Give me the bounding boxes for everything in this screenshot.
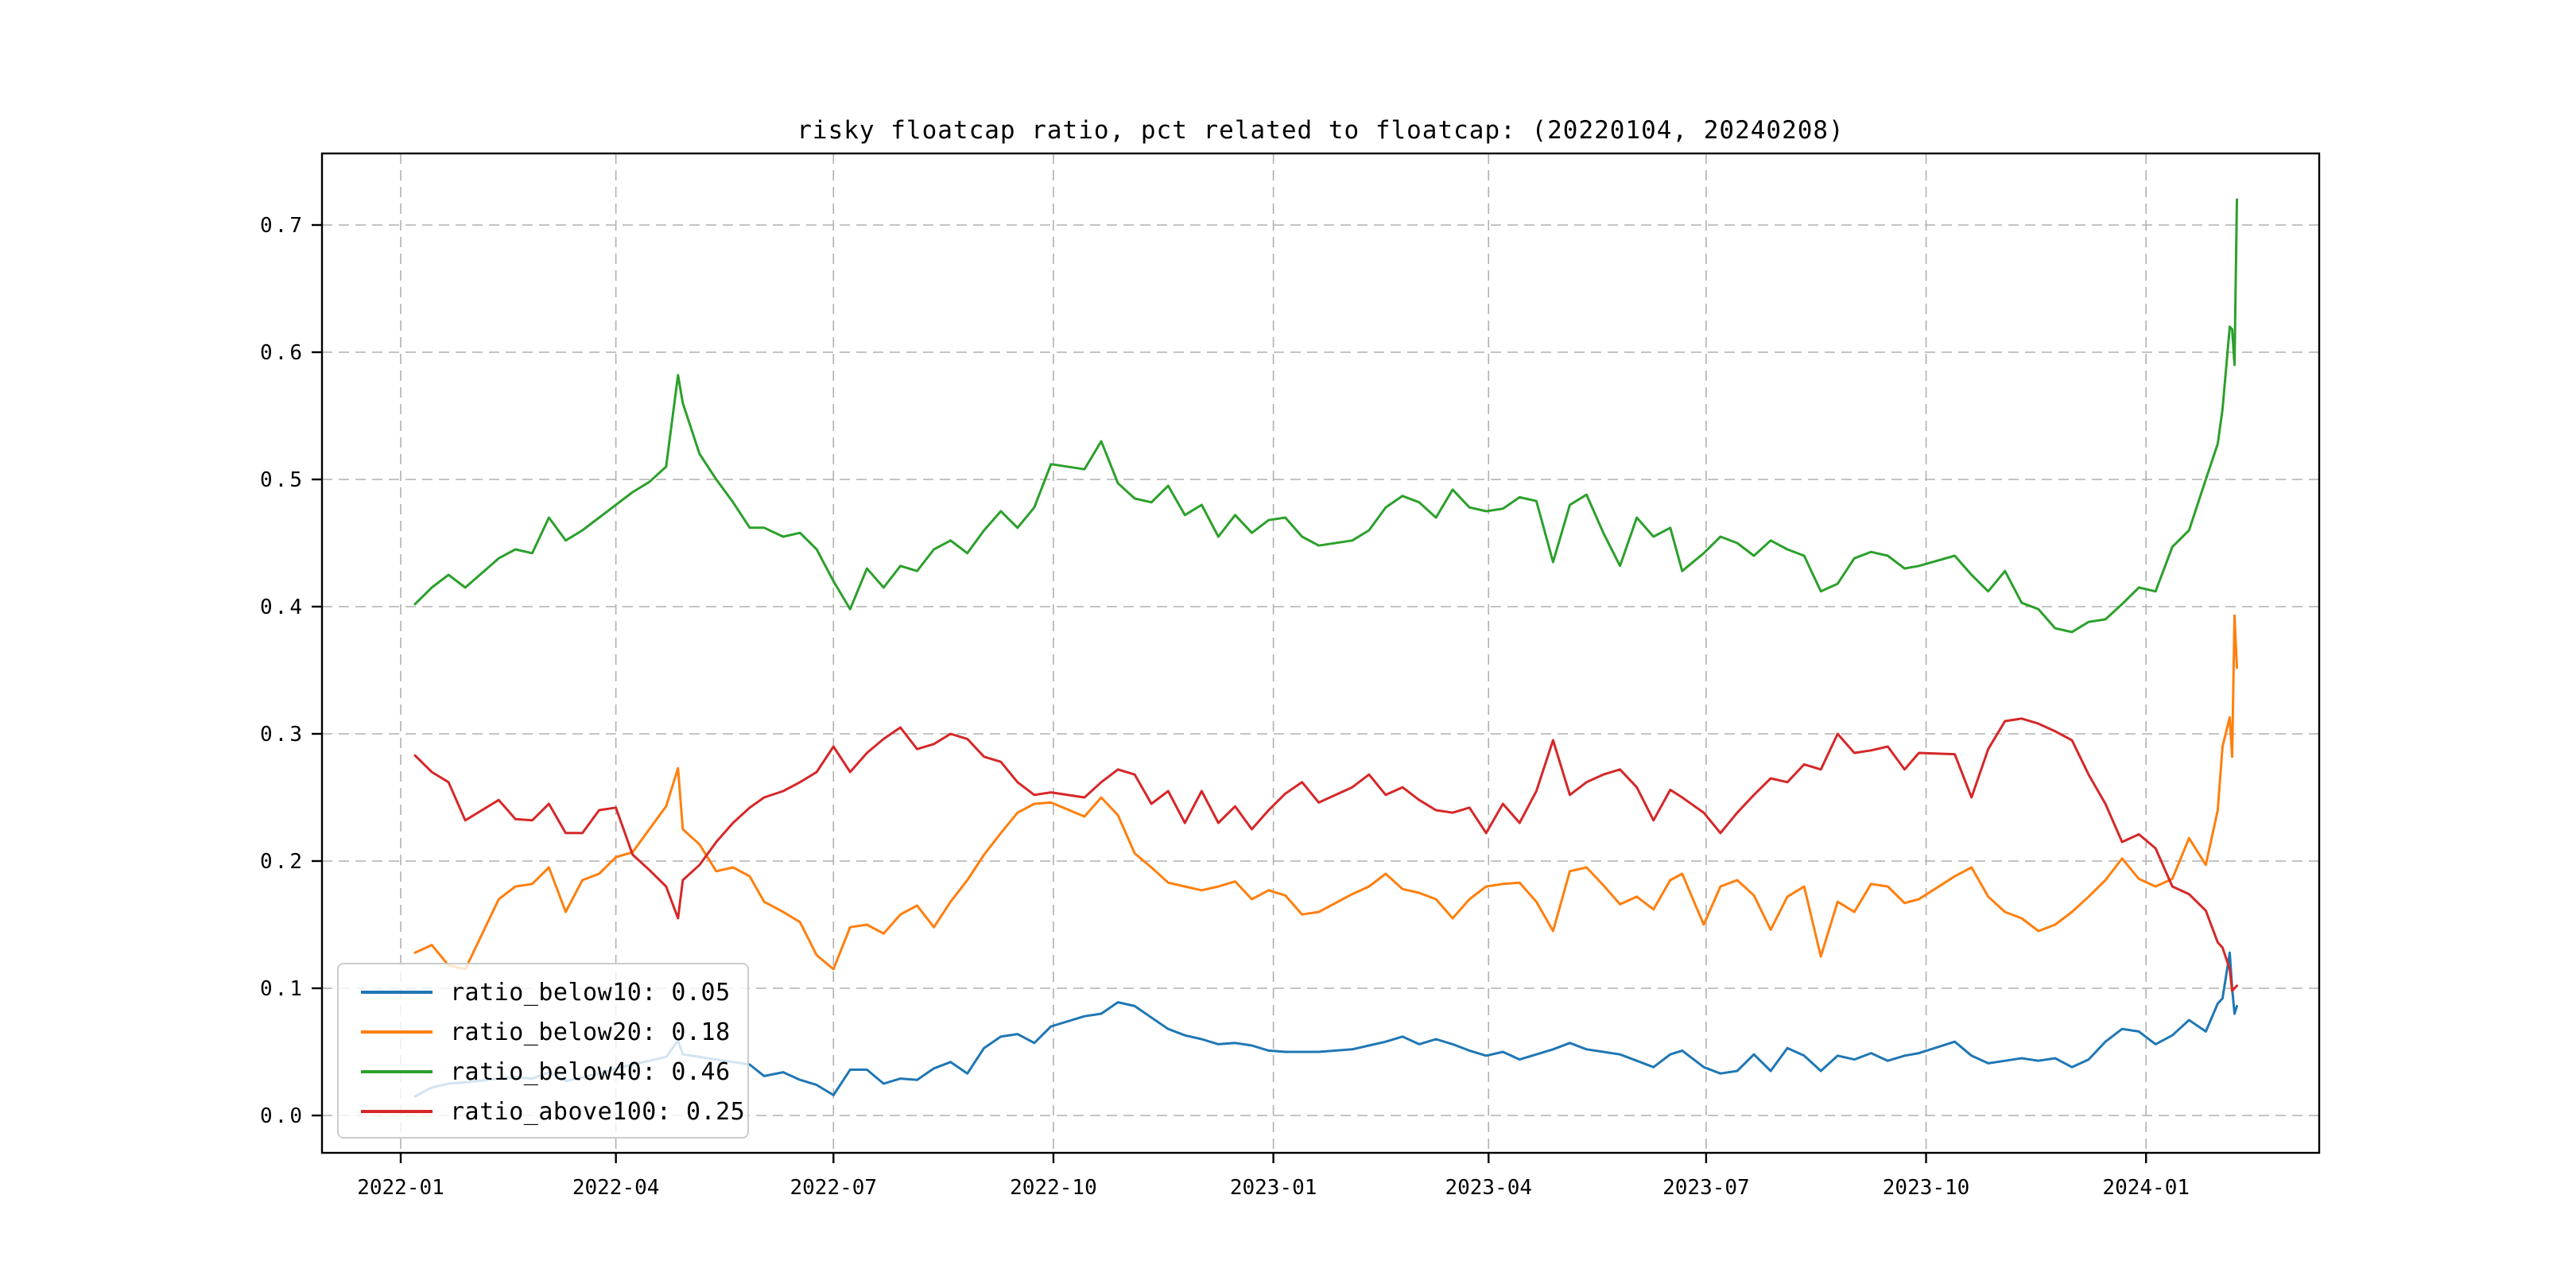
legend-swatch-ratio_below10 <box>361 991 433 994</box>
legend-label: ratio_below20: 0.18 <box>450 1018 731 1046</box>
legend-item-ratio_below40: ratio_below40: 0.46 <box>361 1052 747 1092</box>
x-axis-tick-label: 2023-01 <box>1230 1176 1317 1200</box>
plot-border <box>320 152 2321 1154</box>
y-axis-tick-label: 0.4 <box>260 596 305 619</box>
x-axis-tick-label: 2022-01 <box>357 1176 444 1200</box>
y-axis-tick-label: 0.7 <box>260 214 305 238</box>
x-axis-tick-label: 2022-07 <box>790 1176 878 1200</box>
legend-item-ratio_above100: ratio_above100: 0.25 <box>361 1092 747 1131</box>
y-axis-tick-label: 0.5 <box>260 468 305 492</box>
y-axis-tick-label: 0.1 <box>260 977 305 1001</box>
x-axis-tick-label: 2023-07 <box>1662 1176 1750 1200</box>
legend-label: ratio_below40: 0.46 <box>450 1057 731 1086</box>
x-axis-tick-label: 2022-04 <box>572 1176 660 1200</box>
legend-item-ratio_below20: ratio_below20: 0.18 <box>361 1012 747 1052</box>
legend-label: ratio_above100: 0.25 <box>450 1097 746 1126</box>
legend: ratio_below10: 0.05 ratio_below20: 0.18 ra… <box>337 963 749 1139</box>
legend-swatch-ratio_below40 <box>361 1070 433 1073</box>
y-axis-tick-label: 0.3 <box>260 723 305 747</box>
y-axis-tick-label: 0.6 <box>260 341 305 365</box>
series-line-ratio_below20 <box>413 614 2238 971</box>
legend-swatch-ratio_above100 <box>361 1110 433 1113</box>
legend-label: ratio_below10: 0.05 <box>450 978 731 1007</box>
chart-title: risky floatcap ratio, pct related to flo… <box>797 116 1845 145</box>
x-axis-tick-label: 2023-04 <box>1445 1176 1532 1200</box>
x-axis-tick-label: 2024-01 <box>2102 1176 2190 1200</box>
x-axis-tick-label: 2022-10 <box>1010 1176 1097 1200</box>
legend-item-ratio_below10: ratio_below10: 0.05 <box>361 972 747 1012</box>
y-axis-tick-label: 0.2 <box>260 850 305 874</box>
series-line-ratio_below40 <box>413 198 2238 634</box>
x-axis-tick-label: 2023-10 <box>1883 1176 1970 1200</box>
legend-swatch-ratio_below20 <box>361 1030 433 1034</box>
y-axis-tick-label: 0.0 <box>260 1104 305 1128</box>
series-line-ratio_above100 <box>413 717 2238 992</box>
